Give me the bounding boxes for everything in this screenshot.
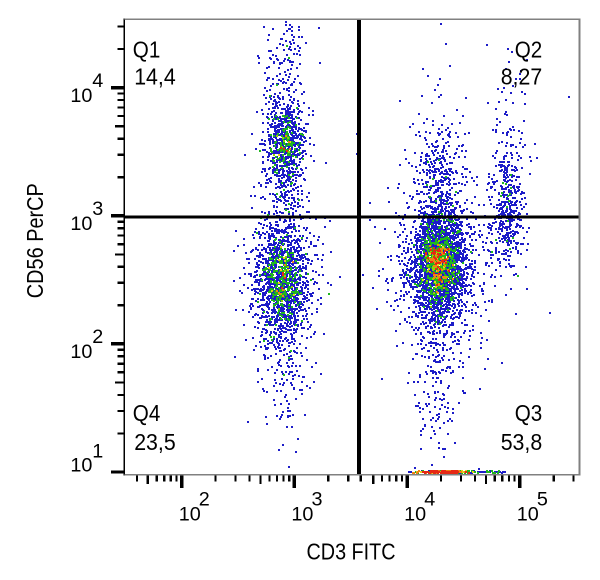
svg-text:10: 10 bbox=[70, 341, 92, 363]
svg-text:5: 5 bbox=[537, 489, 548, 511]
svg-text:2: 2 bbox=[199, 489, 210, 511]
svg-text:Q2: Q2 bbox=[515, 36, 543, 62]
svg-text:10: 10 bbox=[517, 503, 539, 525]
svg-text:3: 3 bbox=[312, 489, 323, 511]
svg-text:Q1: Q1 bbox=[133, 36, 161, 62]
svg-text:CD3 FITC: CD3 FITC bbox=[307, 539, 396, 565]
svg-text:Q4: Q4 bbox=[133, 400, 161, 426]
svg-text:1: 1 bbox=[92, 440, 103, 462]
svg-text:10: 10 bbox=[404, 503, 426, 525]
svg-text:10: 10 bbox=[291, 503, 313, 525]
svg-text:10: 10 bbox=[70, 454, 92, 476]
svg-text:CD56 PerCP: CD56 PerCP bbox=[22, 183, 48, 298]
svg-text:4: 4 bbox=[424, 489, 435, 511]
svg-text:14,4: 14,4 bbox=[134, 64, 176, 90]
svg-text:4: 4 bbox=[92, 70, 103, 92]
svg-text:10: 10 bbox=[70, 213, 92, 235]
svg-text:2: 2 bbox=[92, 326, 103, 348]
svg-text:23,5: 23,5 bbox=[134, 429, 176, 455]
svg-text:10: 10 bbox=[70, 85, 92, 107]
svg-text:3: 3 bbox=[92, 198, 103, 220]
svg-text:53,8: 53,8 bbox=[501, 429, 543, 455]
svg-text:Q3: Q3 bbox=[515, 400, 543, 426]
svg-text:8,27: 8,27 bbox=[501, 64, 543, 90]
svg-text:10: 10 bbox=[179, 503, 201, 525]
